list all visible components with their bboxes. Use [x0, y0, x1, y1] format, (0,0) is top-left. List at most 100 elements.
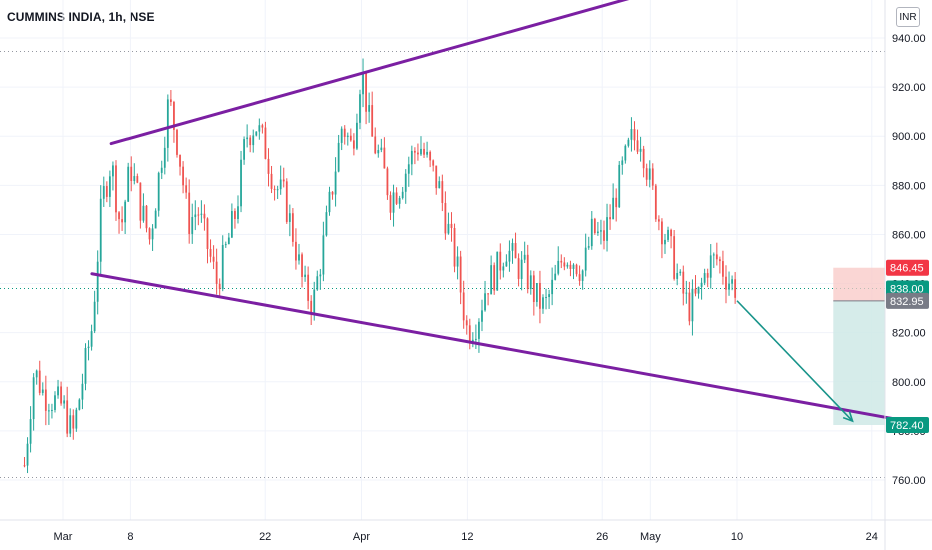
candle-body — [545, 297, 547, 299]
candle-body — [139, 182, 142, 221]
candle-body — [490, 265, 493, 295]
candle-body — [426, 151, 428, 155]
candle-body — [627, 139, 630, 146]
target-price-badge: 782.40 — [890, 420, 924, 432]
candle-body — [474, 338, 477, 340]
candle-body — [371, 105, 374, 137]
candle-body — [728, 283, 730, 290]
candle-body — [612, 197, 615, 220]
candle-body — [618, 164, 621, 208]
candle-body — [487, 293, 489, 295]
candle-body — [63, 400, 66, 404]
candle-body — [133, 176, 136, 181]
candle-body — [441, 181, 444, 203]
candle-body — [523, 254, 526, 260]
candle-body — [264, 127, 267, 159]
candle-body — [362, 72, 364, 95]
candle-body — [715, 254, 718, 260]
candle-body — [304, 274, 306, 277]
candle-body — [676, 273, 679, 279]
candle-body — [215, 261, 218, 284]
candle-body — [520, 259, 523, 279]
candle-body — [484, 293, 486, 311]
candle-body — [218, 283, 221, 289]
candle-body — [508, 250, 511, 262]
candle-body — [307, 274, 310, 301]
candle-body — [99, 198, 102, 262]
candle-body — [182, 166, 184, 186]
candle-body — [645, 168, 648, 180]
candle-body — [539, 283, 541, 309]
x-tick-label: 22 — [259, 531, 271, 543]
y-tick-label: 800.00 — [892, 377, 926, 389]
candle-body — [447, 223, 450, 234]
candle-body — [642, 148, 645, 169]
candle-body — [301, 254, 303, 277]
candle-body — [295, 241, 297, 261]
candle-body — [603, 230, 605, 241]
candle-body — [188, 192, 191, 234]
candle-body — [548, 294, 550, 298]
stop-loss-zone — [833, 267, 885, 301]
candle-body — [145, 205, 148, 229]
target-price-badge-bg — [886, 416, 929, 433]
candle-body — [102, 186, 105, 199]
candle-body — [84, 348, 87, 384]
candle-body — [517, 258, 520, 279]
x-tick-label: 24 — [866, 531, 878, 543]
drawings[interactable] — [90, 0, 922, 426]
x-tick-label: 26 — [596, 531, 608, 543]
candle-body — [493, 265, 496, 291]
projection-arrow[interactable] — [736, 300, 854, 422]
candle-body — [258, 125, 261, 132]
candle-body — [270, 173, 273, 189]
candle-body — [377, 150, 380, 154]
candle-body — [325, 212, 328, 236]
candle-body — [112, 165, 114, 177]
candle-body — [389, 195, 392, 213]
candle-body — [316, 276, 319, 290]
y-tick-label: 900.00 — [892, 131, 926, 143]
y-tick-label: 860.00 — [892, 229, 926, 241]
candle-body — [682, 271, 685, 294]
candle-body — [398, 198, 401, 204]
candle-body — [252, 135, 255, 146]
candle-body — [383, 147, 386, 169]
upper-trendline[interactable] — [109, 0, 795, 146]
candle-body — [276, 189, 279, 191]
currency-button[interactable]: INR — [896, 7, 920, 27]
candle-body — [593, 218, 596, 234]
candle-body — [734, 279, 737, 298]
candle-body — [395, 192, 398, 204]
x-tick-label: Apr — [353, 531, 370, 543]
candle-body — [249, 137, 252, 146]
entry-price-badge: 832.95 — [890, 296, 924, 308]
candle-body — [66, 400, 69, 434]
candle-body — [624, 145, 627, 161]
stop-price-badge: 846.45 — [890, 263, 924, 275]
candle-body — [661, 221, 663, 245]
candle-body — [386, 168, 389, 196]
x-tick-label: 12 — [461, 531, 473, 543]
candle-body — [374, 136, 377, 154]
candle-body — [478, 321, 480, 339]
candle-body — [407, 164, 410, 174]
candle-body — [657, 219, 660, 222]
stop-price-badge-bg — [886, 259, 929, 276]
candle-body — [197, 214, 200, 216]
candle-body — [575, 264, 578, 275]
candle-body — [688, 292, 691, 322]
candle-body — [124, 201, 127, 223]
candle-body — [255, 131, 258, 136]
candle-body — [413, 150, 416, 153]
candle-body — [285, 181, 288, 222]
candle-body — [179, 154, 181, 167]
candle-body — [227, 237, 230, 245]
candle-body — [404, 173, 407, 192]
lower-trendline[interactable] — [90, 272, 922, 426]
candle-body — [462, 292, 465, 321]
candle-body — [453, 228, 456, 267]
candle-body — [349, 135, 352, 141]
candle-body — [298, 254, 300, 261]
